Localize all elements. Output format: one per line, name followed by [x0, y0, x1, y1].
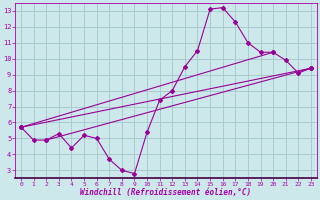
X-axis label: Windchill (Refroidissement éolien,°C): Windchill (Refroidissement éolien,°C)	[80, 188, 252, 197]
